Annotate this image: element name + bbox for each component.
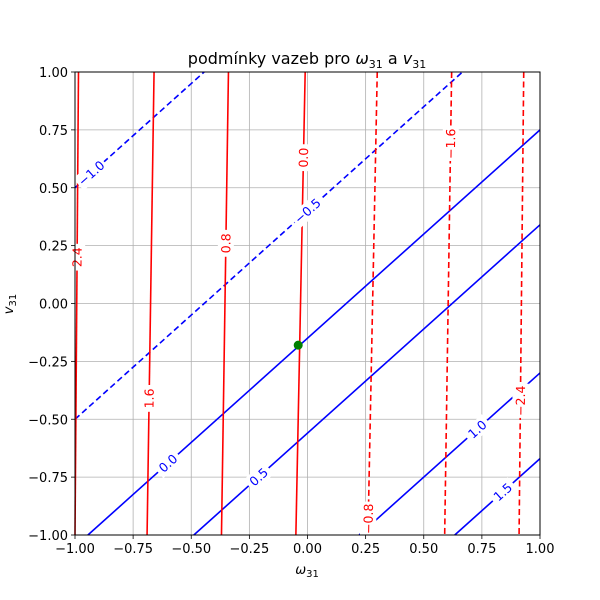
x-tick-label: −0.75	[113, 542, 153, 557]
x-tick-label: 0.75	[467, 542, 496, 557]
x-tick-label: −0.50	[171, 542, 211, 557]
red-contour-label-group: −1.6	[442, 126, 459, 162]
blue-contour-label-background	[73, 155, 110, 191]
y-tick-label: 0.00	[39, 298, 68, 313]
red-contour-label-group: 0.0	[295, 144, 312, 172]
red-contour-label-background	[359, 501, 377, 537]
red-contour-label-group: −0.8	[359, 501, 377, 537]
y-tick-label: 0.50	[39, 182, 68, 197]
red-contour-label-background	[512, 383, 529, 419]
solution-point	[293, 340, 303, 350]
red-contour-label-background	[140, 384, 158, 412]
y-tick-label: 0.75	[39, 124, 68, 139]
x-tick-label: 0.50	[409, 542, 438, 557]
red-contour-label-background	[68, 243, 86, 271]
blue-contour-label-background	[152, 448, 184, 479]
red-contour-label: −1.6	[443, 128, 458, 159]
x-axis-label: ω31	[295, 563, 319, 580]
blue-contour-label-background	[461, 414, 493, 445]
red-contour-label: 2.4	[70, 247, 85, 267]
blue-contour-label-background	[289, 193, 326, 229]
red-contour-label-group: 2.4	[68, 243, 86, 271]
red-contour-label: −2.4	[513, 385, 528, 416]
x-tick-label: 1.00	[526, 542, 555, 557]
x-tick-label: −0.25	[229, 542, 269, 557]
blue-contour-label-background	[487, 477, 519, 507]
red-contour-label-background	[442, 126, 459, 162]
blue-contour-label-background	[243, 461, 274, 492]
red-contour-label: 1.6	[141, 388, 156, 408]
red-contour-label-group: 0.8	[217, 229, 235, 257]
x-tick-label: 0.00	[293, 542, 322, 557]
x-tick-label: −1.00	[55, 542, 95, 557]
red-contour-label: 0.0	[296, 148, 311, 168]
y-tick-label: −0.50	[28, 413, 68, 428]
red-contour-label-background	[217, 229, 235, 257]
y-axis-label: v31	[2, 294, 19, 314]
red-contour-line	[367, 71, 379, 536]
red-contour-label-group: 1.6	[140, 384, 158, 412]
y-tick-label: −0.75	[28, 471, 68, 486]
red-contour-line	[74, 71, 80, 536]
x-tick-label: 0.25	[351, 542, 380, 557]
y-tick-label: 0.25	[39, 240, 68, 255]
red-contour-line	[518, 71, 525, 536]
blue-contour-line	[358, 372, 541, 536]
red-contour-label: −0.8	[360, 503, 376, 534]
y-tick-label: 1.00	[39, 66, 68, 81]
blue-contour-line	[74, 71, 464, 420]
marker-layer	[293, 340, 303, 350]
y-tick-label: −1.00	[28, 529, 68, 544]
red-contour-label-background	[295, 144, 312, 172]
y-tick-label: −0.25	[28, 355, 68, 370]
red-contour-label: 0.8	[218, 233, 233, 253]
red-contour-line	[146, 71, 155, 536]
axis-ticks: −1.00 −0.75 −0.50 −0.25 0.00 0.25 0.50 0.75 1.00…	[28, 66, 554, 557]
chart-title: podmínky vazeb pro ω31 a v31	[188, 49, 426, 71]
red-contour-line	[220, 71, 230, 536]
red-contour-label-group: −2.4	[512, 383, 529, 419]
